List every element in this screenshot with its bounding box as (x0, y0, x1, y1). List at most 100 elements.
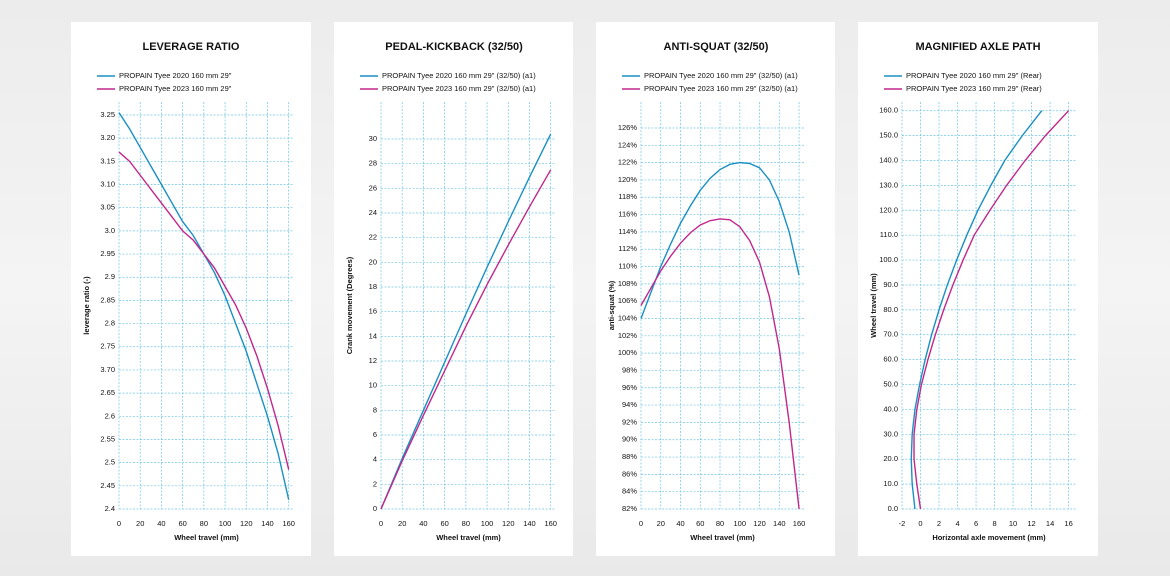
y-tick-label: 124% (618, 140, 638, 149)
x-tick-label: 40 (676, 519, 684, 528)
x-tick-label: 60 (178, 519, 186, 528)
y-tick-label: 0.0 (888, 504, 898, 513)
y-tick-label: 8 (373, 405, 377, 414)
x-tick-label: 40 (419, 519, 427, 528)
y-tick-label: 2.65 (100, 388, 115, 397)
y-tick-label: 6 (373, 430, 377, 439)
x-axis-label: Wheel travel (mm) (174, 533, 239, 542)
y-tick-label: 80.0 (883, 305, 898, 314)
y-tick-label: 122% (618, 158, 638, 167)
panel (596, 22, 835, 556)
y-tick-label: 22 (369, 233, 377, 242)
y-tick-label: 2.4 (105, 504, 115, 513)
legend-label: PROPAIN Tyee 2020 160 mm 29" (119, 71, 232, 80)
y-tick-label: 3.05 (100, 203, 115, 212)
x-tick-label: 16 (1064, 519, 1072, 528)
y-tick-label: 110.0 (880, 230, 898, 239)
y-tick-label: 130.0 (879, 180, 898, 189)
y-tick-label: 118% (618, 192, 637, 201)
y-tick-label: 126% (618, 123, 638, 132)
x-tick-label: 80 (716, 519, 724, 528)
x-tick-label: 60 (696, 519, 704, 528)
y-tick-label: 50.0 (883, 380, 898, 389)
y-tick-label: 26 (369, 183, 377, 192)
y-axis-label: Crank movement (Degrees) (345, 256, 354, 354)
y-tick-label: 2.5 (105, 458, 115, 467)
y-tick-label: 10.0 (883, 479, 898, 488)
x-tick-label: 80 (462, 519, 470, 528)
y-tick-label: 3.70 (100, 365, 115, 374)
y-tick-label: 2.8 (105, 319, 115, 328)
x-tick-label: 100 (481, 519, 494, 528)
chart-title: MAGNIFIED AXLE PATH (915, 41, 1040, 53)
y-tick-label: 40.0 (883, 404, 898, 413)
panel (71, 22, 311, 556)
panel (334, 22, 573, 556)
x-tick-label: 20 (657, 519, 665, 528)
x-tick-label: 140 (773, 519, 786, 528)
y-tick-label: 20 (369, 257, 377, 266)
chart-title: PEDAL-KICKBACK (32/50) (385, 41, 523, 53)
y-tick-label: 3.0 (105, 226, 115, 235)
y-tick-label: 30 (369, 134, 377, 143)
legend-label: PROPAIN Tyee 2020 160 mm 29" (Rear) (906, 71, 1042, 80)
y-tick-label: 106% (618, 296, 638, 305)
x-axis-label: Wheel travel (mm) (690, 533, 755, 542)
x-tick-label: 100 (734, 519, 747, 528)
x-tick-label: 120 (240, 519, 253, 528)
y-tick-label: 88% (622, 452, 637, 461)
y-tick-label: 114% (618, 227, 637, 236)
series-line (380, 169, 552, 510)
x-tick-label: 120 (753, 519, 766, 528)
x-tick-label: 100 (219, 519, 232, 528)
y-tick-label: 3.20 (100, 133, 115, 142)
y-tick-label: 104% (618, 313, 638, 322)
x-tick-label: 40 (157, 519, 165, 528)
x-tick-label: 160 (544, 519, 557, 528)
y-tick-label: 12 (369, 356, 377, 365)
chart-title: LEVERAGE RATIO (143, 41, 240, 53)
y-tick-label: 90.0 (883, 280, 898, 289)
y-tick-label: 18 (369, 282, 377, 291)
x-tick-label: 0 (639, 519, 643, 528)
x-tick-label: 20 (136, 519, 144, 528)
panel (858, 22, 1098, 556)
x-tick-label: 140 (261, 519, 274, 528)
legend-label: PROPAIN Tyee 2023 160 mm 29" (Rear) (906, 84, 1042, 93)
y-tick-label: 120% (618, 175, 638, 184)
x-tick-label: 14 (1046, 519, 1054, 528)
series-line (910, 110, 1043, 510)
x-tick-label: 160 (793, 519, 806, 528)
legend-label: PROPAIN Tyee 2023 160 mm 29" (119, 84, 232, 93)
y-tick-label: 60.0 (883, 355, 898, 364)
y-axis-label: Wheel travel (mm) (869, 273, 878, 338)
y-tick-label: 4 (373, 455, 377, 464)
y-tick-label: 3.15 (100, 156, 115, 165)
x-axis-label: Horizontal axle movement (mm) (932, 533, 1046, 542)
y-tick-label: 84% (622, 487, 637, 496)
y-axis-label: anti-squat (%) (607, 280, 616, 330)
y-tick-label: 2.55 (100, 434, 115, 443)
y-tick-label: 96% (622, 383, 637, 392)
x-tick-label: 12 (1027, 519, 1035, 528)
y-tick-label: 28 (369, 159, 377, 168)
y-axis-label: leverage ratio (-) (82, 276, 91, 335)
x-tick-label: 0 (117, 519, 121, 528)
y-tick-label: 3.10 (100, 179, 115, 188)
y-tick-label: 108% (618, 279, 638, 288)
x-tick-label: 6 (974, 519, 978, 528)
legend-label: PROPAIN Tyee 2023 160 mm 29" (32/50) (a1… (382, 84, 536, 93)
y-tick-label: 30.0 (883, 429, 898, 438)
y-tick-label: 86% (622, 469, 637, 478)
x-tick-label: 140 (523, 519, 536, 528)
y-tick-label: 10 (369, 381, 377, 390)
y-tick-label: 112% (618, 244, 637, 253)
y-tick-label: 140.0 (879, 155, 898, 164)
y-tick-label: 90% (622, 435, 637, 444)
legend-label: PROPAIN Tyee 2023 160 mm 29" (32/50) (a1… (644, 84, 798, 93)
y-tick-label: 160.0 (879, 106, 898, 115)
y-tick-label: 92% (622, 417, 637, 426)
y-tick-label: 70.0 (883, 330, 898, 339)
y-tick-label: 2.95 (100, 249, 115, 258)
